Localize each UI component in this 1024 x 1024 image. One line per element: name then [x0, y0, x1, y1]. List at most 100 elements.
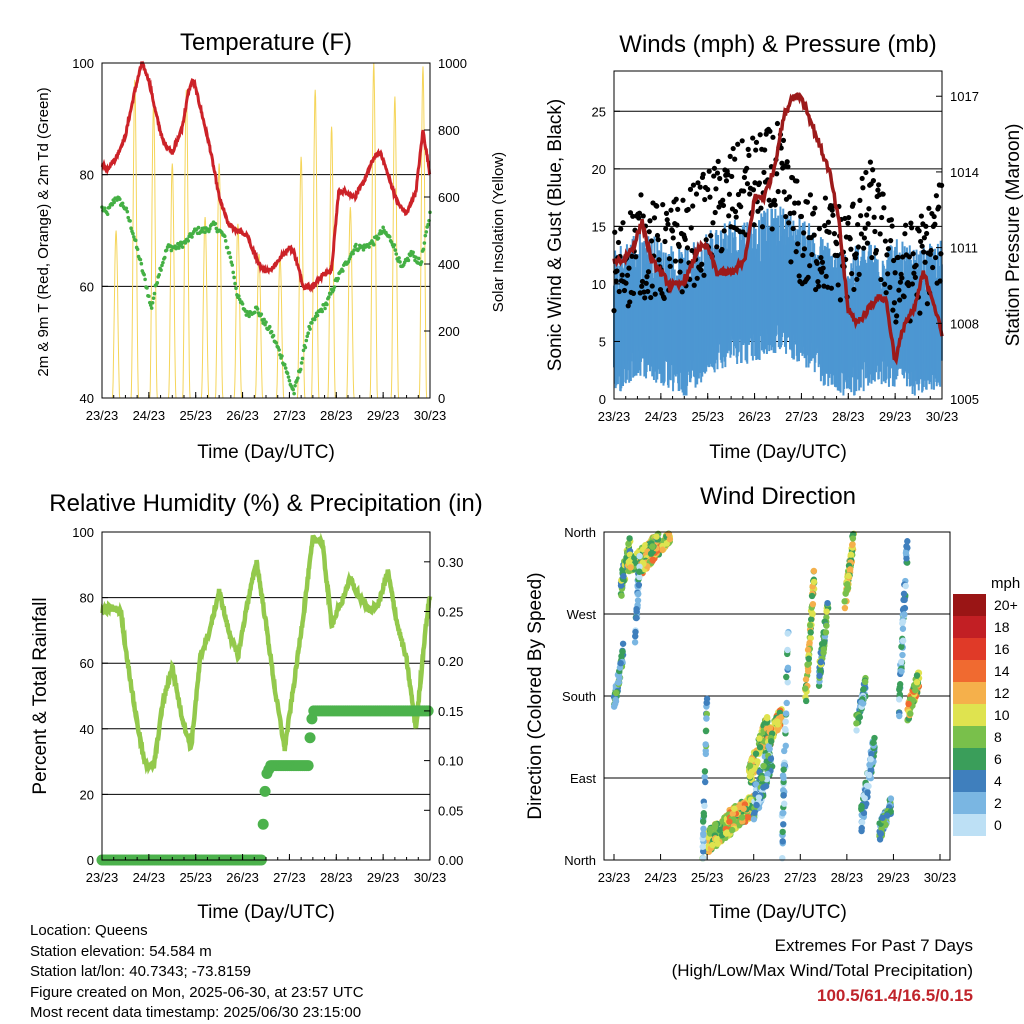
gust-point: [849, 270, 855, 277]
gust-point: [811, 232, 817, 238]
gust-point: [816, 283, 822, 289]
gust-point: [883, 290, 889, 296]
direction-point: [913, 678, 921, 686]
gust-point: [893, 319, 899, 325]
direction-point: [774, 718, 781, 725]
dewpoint-point: [190, 235, 194, 239]
gust-point: [756, 180, 763, 186]
direction-point: [913, 672, 921, 679]
dewpoint-point: [150, 300, 155, 305]
direction-point: [802, 676, 810, 683]
direction-point: [896, 712, 903, 720]
dewpoint-point: [286, 375, 291, 379]
extremes-values: 100.5/61.4/16.5/0.15: [817, 986, 973, 1005]
gust-point: [738, 204, 744, 210]
dewpoint-point: [306, 331, 310, 336]
direction-title: Wind Direction: [700, 483, 856, 510]
gust-point: [726, 213, 732, 219]
gust-point: [710, 220, 716, 226]
gust-point: [837, 297, 844, 303]
direction-point: [904, 538, 911, 545]
direction-point: [636, 573, 643, 581]
direction-xlabel: Time (Day/UTC): [709, 902, 847, 923]
dewpoint-point: [231, 270, 235, 275]
gust-point: [770, 134, 776, 140]
gust-point: [902, 231, 908, 237]
direction-point: [636, 568, 643, 575]
dewpoint-point: [230, 263, 235, 267]
direction-point: [782, 718, 789, 725]
direction-point: [779, 828, 786, 836]
dewpoint-point: [293, 383, 297, 388]
direction-point: [738, 814, 746, 821]
gust-point: [891, 300, 897, 306]
gust-point: [757, 132, 763, 138]
gust-point: [846, 214, 852, 221]
dewpoint-point: [310, 321, 314, 325]
dewpoint-point: [151, 296, 156, 300]
gust-point: [885, 246, 891, 252]
dewpoint-point: [237, 297, 242, 302]
direction-point: [901, 611, 908, 618]
direction-point: [722, 830, 730, 837]
dewpoint-point: [155, 281, 160, 285]
gust-point: [783, 213, 789, 220]
gust-point: [835, 282, 841, 288]
gust-point: [714, 170, 721, 176]
gust-point: [896, 287, 902, 293]
gust-point: [616, 288, 622, 295]
gust-point: [706, 168, 712, 174]
gust-point: [885, 271, 891, 277]
humidity-line: [100, 532, 433, 775]
gust-point: [735, 191, 742, 198]
gust-point: [928, 247, 934, 254]
temperature-title: Temperature (F): [180, 29, 352, 56]
x-tick-label: 23/23: [598, 409, 631, 424]
y-tick-label-right: 0.10: [438, 754, 463, 769]
gust-point: [690, 203, 696, 209]
gust-point: [875, 187, 881, 193]
direction-point: [896, 681, 904, 688]
dewpoint-point: [196, 225, 201, 230]
direction-point: [807, 629, 814, 636]
dewpoint-point: [245, 309, 250, 314]
direction-point: [760, 784, 767, 791]
x-tick-label: 29/23: [367, 408, 400, 423]
direction-point: [750, 816, 758, 823]
dewpoint-point: [135, 247, 140, 252]
gust-point: [807, 263, 813, 269]
y-tick-label-right: 400: [438, 257, 460, 272]
direction-point: [635, 590, 642, 598]
direction-point: [633, 614, 640, 622]
dewpoint-point: [305, 334, 310, 339]
solar-insolation-spike: [369, 62, 378, 399]
gust-point: [677, 269, 683, 275]
direction-point: [901, 596, 908, 604]
direction-point: [784, 630, 791, 637]
direction-point: [780, 792, 787, 799]
dewpoint-point: [186, 239, 191, 243]
direction-point: [702, 750, 710, 758]
x-tick-label: 30/23: [414, 870, 447, 885]
colorbar-swatch: [953, 748, 986, 770]
direction-point: [649, 556, 657, 563]
direction-point: [841, 598, 848, 605]
direction-point: [822, 629, 830, 636]
y-tick-label-left: 100: [72, 525, 94, 540]
direction-point: [901, 604, 909, 612]
direction-point: [754, 758, 761, 765]
direction-point: [877, 830, 884, 837]
solar-insolation-spike: [182, 89, 191, 399]
dewpoint-point: [285, 371, 290, 376]
x-tick-label: 29/23: [879, 409, 912, 424]
gust-point: [626, 265, 632, 271]
gust-point: [897, 297, 903, 303]
direction-point: [618, 592, 625, 599]
gust-point: [888, 217, 894, 223]
direction-point: [700, 812, 708, 820]
direction-point: [634, 597, 642, 604]
dewpoint-point: [267, 324, 272, 329]
gust-point: [890, 307, 896, 313]
y-tick-label-left: West: [567, 607, 597, 622]
direction-point: [617, 659, 624, 667]
